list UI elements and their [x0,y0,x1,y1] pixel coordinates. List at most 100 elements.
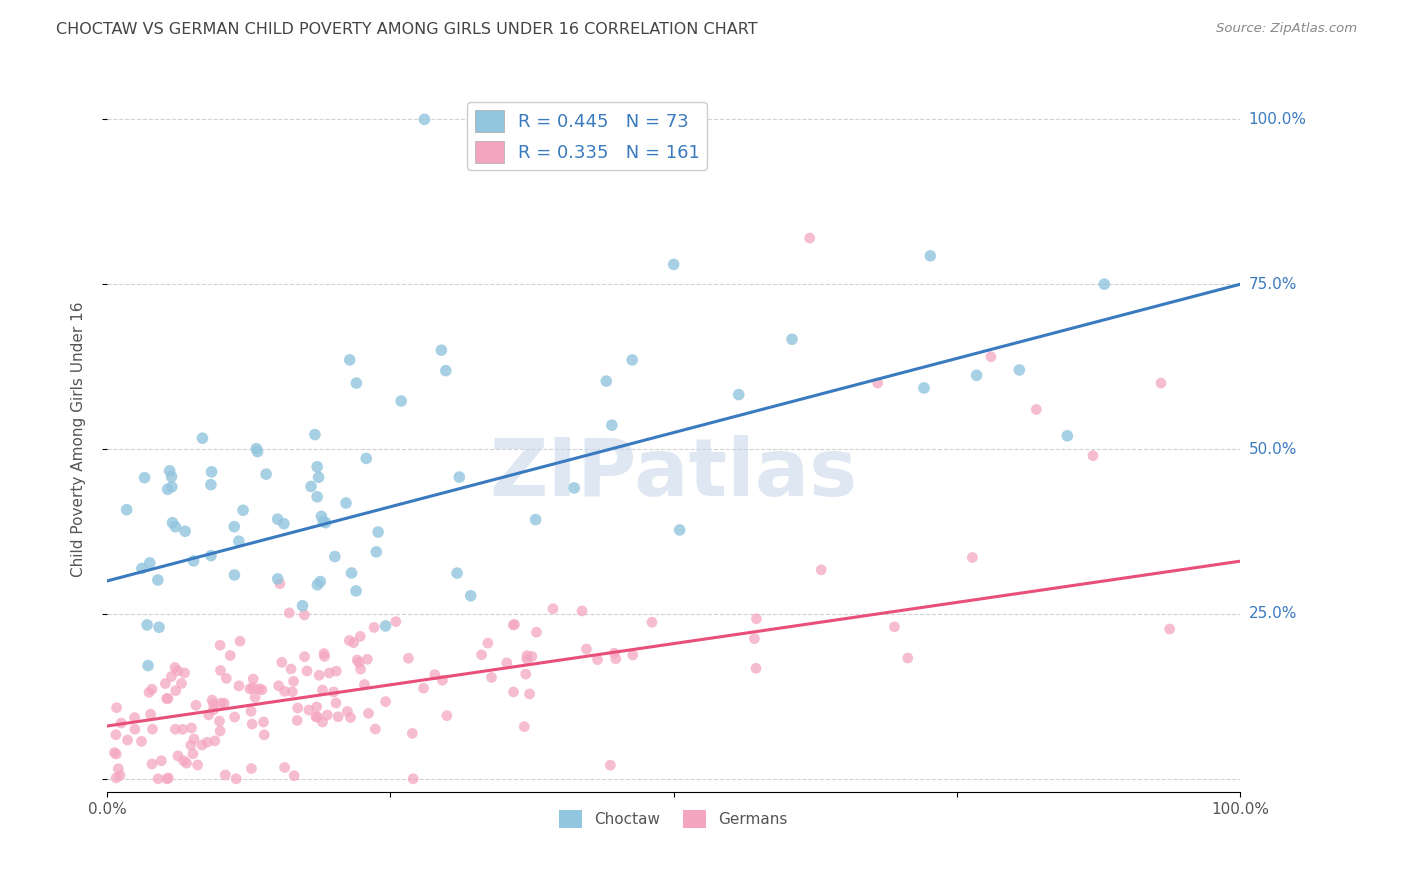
Point [162,516,184,530]
Point [1159,622,1181,636]
Point [108,768,131,782]
Point [131,734,153,748]
Point [337,633,360,648]
Point [481,670,503,684]
Point [165,683,187,698]
Point [339,710,361,724]
Point [363,620,385,634]
Point [571,604,593,618]
Point [165,520,187,534]
Point [170,676,193,690]
Point [339,352,361,367]
Point [346,653,368,667]
Point [172,723,194,737]
Point [285,714,308,728]
Point [495,656,517,670]
Point [1025,402,1047,417]
Point [347,656,370,670]
Point [470,648,492,662]
Point [897,651,920,665]
Point [266,512,288,526]
Point [396,651,419,665]
Point [460,589,482,603]
Point [157,771,180,785]
Point [586,653,609,667]
Point [912,381,935,395]
Point [299,479,322,493]
Point [219,648,242,663]
Point [477,636,499,650]
Point [966,368,988,383]
Point [515,667,537,681]
Point [309,574,332,589]
Point [325,696,347,710]
Point [641,615,664,630]
Point [191,738,214,752]
Point [304,427,326,442]
Point [364,722,387,736]
Point [308,470,330,484]
Point [180,721,202,735]
Point [316,708,339,723]
Point [516,652,538,666]
Point [318,665,340,680]
Point [150,754,173,768]
Point [745,661,768,675]
Point [250,682,273,697]
Point [349,662,371,676]
Point [328,710,350,724]
Point [209,724,232,739]
Point [366,545,388,559]
Point [305,699,328,714]
Point [208,714,231,728]
Point [229,634,252,648]
Point [174,524,197,539]
Point [214,696,236,710]
Point [291,599,314,613]
Point [745,612,768,626]
Point [159,464,181,478]
Text: CHOCTAW VS GERMAN CHILD POVERTY AMONG GIRLS UNDER 16 CORRELATION CHART: CHOCTAW VS GERMAN CHILD POVERTY AMONG GI… [56,22,758,37]
Point [575,642,598,657]
Point [311,683,333,698]
Point [280,662,302,676]
Point [503,617,526,632]
Point [180,738,202,752]
Point [195,735,218,749]
Point [184,698,207,713]
Point [294,649,316,664]
Point [349,629,371,643]
Point [269,576,291,591]
Point [209,638,232,652]
Point [224,568,246,582]
Point [141,722,163,736]
Point [246,444,269,458]
Point [124,710,146,724]
Point [335,496,357,510]
Point [312,515,335,529]
Legend: Choctaw, Germans: Choctaw, Germans [554,804,794,834]
Point [413,112,436,127]
Point [389,394,412,409]
Point [228,534,250,549]
Point [110,716,132,731]
Point [156,691,179,706]
Point [344,376,367,390]
Point [117,733,139,747]
Point [273,760,295,774]
Point [1008,363,1031,377]
Point [283,769,305,783]
Point [1081,449,1104,463]
Point [131,561,153,575]
Point [191,431,214,445]
Point [141,757,163,772]
Point [432,673,454,688]
Point [599,758,621,772]
Point [273,516,295,531]
Point [197,707,219,722]
Point [240,717,263,731]
Point [799,231,821,245]
Point [412,681,434,695]
Point [340,566,363,580]
Point [204,734,226,748]
